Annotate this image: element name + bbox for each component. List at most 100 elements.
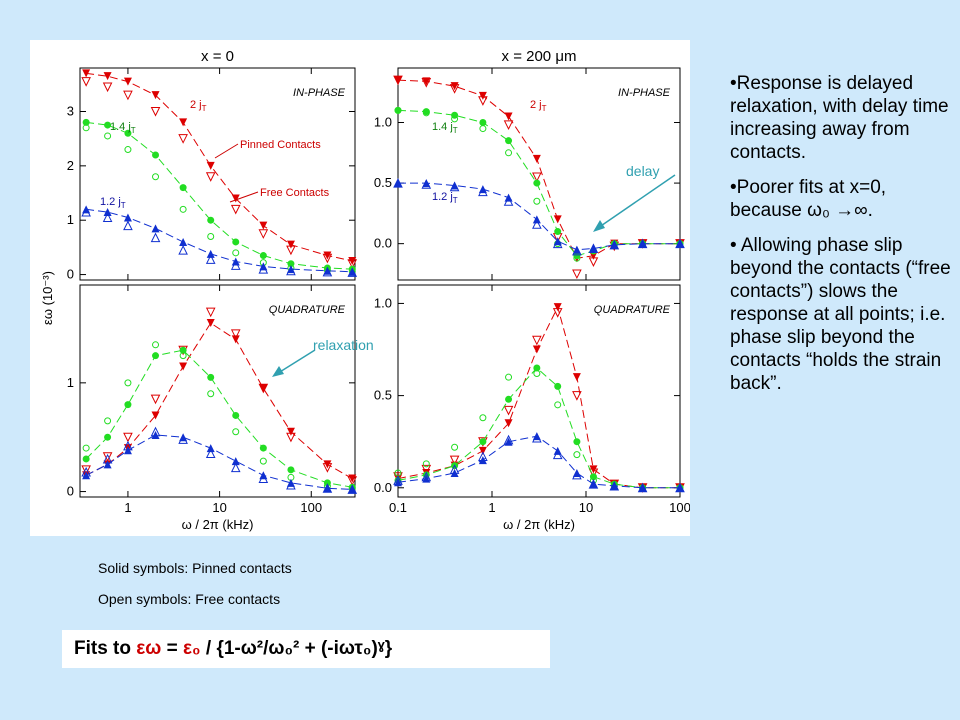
pinned-point-1-1-7 [573, 252, 581, 260]
label-12jt-right-sub: T [453, 196, 458, 205]
free-point-1-0-1 [421, 78, 432, 88]
free-point-3-0-4 [503, 405, 514, 416]
y-tick-label-3-0: 0.0 [374, 480, 392, 495]
pinned-point-1-1-4 [505, 137, 513, 145]
free-point-2-1-2 [124, 379, 132, 387]
free-point-3-0-6 [552, 308, 563, 318]
pinned-point-1-0-0 [394, 76, 402, 85]
fit-formula: Fits to εω = ε₀ / {1-ω²/ω₀² + (-iωτ₀)ˠ} [62, 630, 550, 668]
pinned-point-0-2-10 [348, 267, 357, 276]
pinned-point-1-2-11 [676, 239, 684, 248]
free-point-2-2-7 [258, 473, 269, 484]
fit-line-0-0 [86, 72, 353, 262]
free-point-3-2-2 [449, 464, 460, 474]
fit-line-2-2 [85, 434, 353, 490]
free-point-1-0-2 [449, 84, 460, 94]
pinned-point-2-2-6 [231, 457, 240, 466]
free-point-2-2-3 [150, 426, 161, 437]
pinned-point-0-0-1 [103, 72, 112, 81]
pinned-point-0-2-1 [103, 208, 112, 217]
y-tick-label-0-1: 1 [67, 212, 74, 227]
pinned-point-1-0-4 [504, 112, 513, 121]
free-point-0-1-2 [124, 146, 132, 154]
delay-label: delay [626, 163, 659, 179]
pinned-point-1-2-0 [394, 179, 402, 188]
free-point-2-1-0 [82, 444, 90, 452]
pinned-point-0-2-5 [206, 249, 215, 258]
pinned-point-3-0-6 [553, 303, 562, 312]
pinned-point-0-0-3 [151, 91, 160, 100]
pinned-point-1-2-9 [610, 240, 619, 249]
pinned-point-3-0-4 [504, 419, 513, 428]
free-point-2-2-10 [347, 484, 358, 494]
free-point-2-0-1 [102, 452, 113, 462]
free-point-0-2-4 [178, 244, 188, 255]
label-14jt-left: 1.4 jT [110, 121, 136, 135]
pinned-point-2-1-1 [104, 433, 112, 441]
pinned-point-3-2-9 [610, 481, 619, 490]
panel-frame-1 [397, 67, 681, 281]
free-point-2-0-2 [123, 432, 133, 443]
pinned-point-3-1-3 [479, 438, 487, 446]
pinned-point-0-0-9 [323, 251, 332, 260]
free-point-0-1-5 [207, 233, 215, 241]
pinned-point-2-1-7 [259, 444, 267, 452]
x-tick-label-3-1: 1 [488, 500, 495, 515]
free-point-1-2-7 [572, 245, 582, 256]
pinned-point-2-0-6 [231, 335, 240, 344]
fit-line-2-1 [85, 349, 353, 488]
free-point-0-1-0 [82, 124, 90, 132]
fit-line-3-1 [397, 367, 680, 489]
panel-label-1: IN-PHASE [618, 87, 671, 99]
pinned-point-3-1-8 [589, 473, 597, 481]
relaxation-label: relaxation [313, 337, 374, 353]
y-axis-label: εω (10⁻³) [40, 271, 55, 325]
pinned-point-0-0-8 [286, 240, 295, 249]
bullet-3: • Allowing phase slip beyond the contact… [730, 235, 951, 394]
free-point-2-1-4 [179, 352, 187, 360]
free-point-0-1-1 [104, 132, 112, 140]
free-point-3-2-5 [532, 432, 542, 443]
pinned-point-2-1-3 [152, 352, 160, 360]
free-point-1-1-3 [479, 125, 487, 133]
free-point-1-0-4 [503, 120, 514, 131]
label-2jt-right-sub: T [542, 104, 547, 113]
pinned-point-0-0-4 [179, 118, 188, 127]
y-tick-label-1-0: 0.0 [374, 236, 392, 251]
free-point-0-0-6 [230, 204, 241, 215]
free-point-0-0-8 [286, 245, 296, 256]
x-tick-label-3-3: 100 [669, 500, 690, 515]
free-point-1-2-1 [421, 179, 432, 189]
fit-eps-omega: εω [136, 638, 162, 659]
label-2jt-left-sub: T [202, 104, 207, 113]
pinned-point-3-2-8 [589, 480, 598, 489]
pinned-point-0-0-10 [348, 256, 357, 265]
pinned-point-2-2-9 [323, 484, 332, 493]
free-point-3-2-4 [503, 434, 514, 445]
fit-eps-zero: ε₀ [183, 638, 201, 659]
pinned-point-0-2-3 [151, 224, 160, 233]
pinned-point-2-2-3 [151, 431, 160, 440]
free-point-1-2-2 [449, 181, 460, 192]
label-14jt-right-sub: T [453, 126, 458, 135]
delay-arrow-head [593, 220, 605, 232]
pinned-point-2-1-4 [179, 346, 187, 354]
free-point-2-1-6 [232, 428, 240, 436]
pinned-point-2-0-7 [259, 384, 268, 393]
free-point-3-2-7 [572, 469, 582, 480]
free-point-2-0-5 [205, 307, 216, 318]
free-point-3-2-0 [393, 475, 403, 485]
free-point-2-0-3 [150, 394, 161, 405]
label-2jt-right: 2 jT [530, 99, 547, 113]
free-point-2-2-1 [102, 453, 113, 464]
figure-panel: 0 1 2 3 x = 0 IN-PHASE 0.0 0.5 1.0 x = 200 μm IN-P… [30, 40, 690, 536]
free-point-1-0-7 [572, 269, 582, 280]
free-point-2-2-4 [178, 434, 188, 444]
pinned-point-3-0-7 [572, 373, 581, 382]
pinned-point-3-1-5 [533, 364, 541, 372]
bullet-2: •Poorer fits at x=0, because ω₀ →∞. [730, 177, 887, 221]
label-14jt-left-sub: T [131, 126, 136, 135]
x-axis-label-3: ω / 2π (kHz) [503, 517, 575, 532]
x-axis-label-2: ω / 2π (kHz) [182, 517, 254, 532]
pinned-point-0-0-2 [123, 77, 132, 86]
